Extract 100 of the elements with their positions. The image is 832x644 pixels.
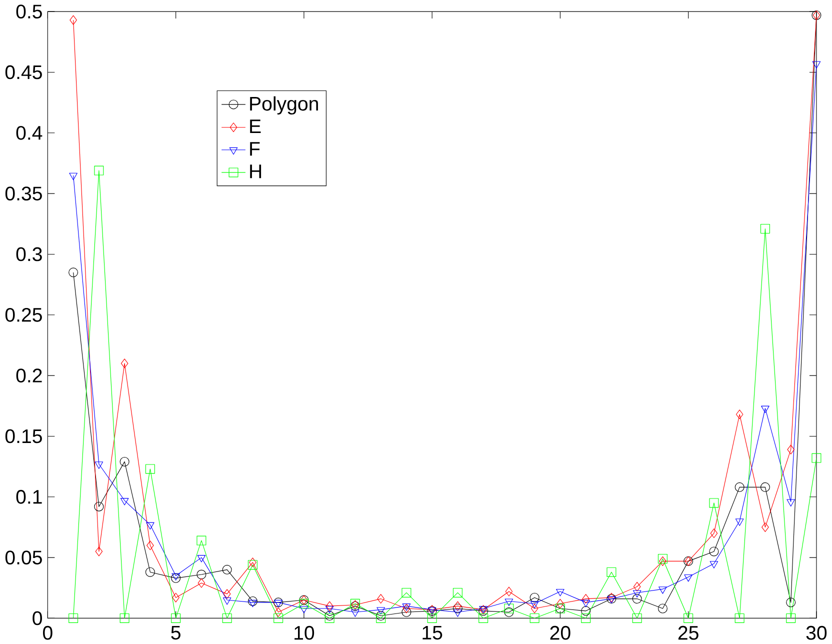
point [145,464,155,474]
point [402,607,412,617]
point [172,573,180,580]
point [812,453,822,463]
point [69,172,78,180]
point [632,613,642,623]
point [454,601,462,611]
point [274,613,284,623]
point [325,606,334,614]
point [632,594,642,604]
point [762,522,769,532]
point [376,610,386,620]
point [223,588,231,598]
point [504,604,514,614]
y-tick-label: 0.2 [16,368,42,382]
point [94,502,104,512]
point [402,603,411,611]
point [145,567,155,577]
point [274,600,282,607]
point [196,570,206,580]
point [326,601,334,611]
point [402,604,410,614]
y-tick-label: 0.5 [16,4,42,18]
x-tick-label: 10 [294,626,314,640]
y-tick-label: 0.3 [16,247,42,261]
point [324,613,334,623]
point [607,596,616,604]
y-tick-label: 0 [32,611,42,625]
point [709,498,719,508]
point [274,597,284,607]
y-tick-label: 0.35 [5,186,42,200]
x-tick-label: 30 [806,626,827,640]
point [376,613,386,623]
point [274,607,282,617]
point [606,567,616,577]
point [505,586,513,596]
point [248,560,258,570]
point [504,598,514,606]
point [171,613,181,623]
point [632,590,642,598]
point [300,606,308,614]
point [736,409,744,419]
point [402,588,412,598]
point [70,15,77,25]
point [658,554,668,564]
point [658,586,667,594]
point [351,609,360,617]
point [582,594,590,604]
legend-label: H [250,164,262,178]
y-tick-label: 0.25 [5,308,42,322]
point [581,606,591,616]
point [581,613,591,623]
point [94,461,104,469]
point [530,604,538,614]
point [95,546,103,556]
y-tick-label: 0.05 [5,550,42,564]
y-tick-label: 0.15 [5,429,42,443]
point [222,564,232,574]
point [146,540,154,550]
point [427,613,437,623]
point [94,166,104,176]
point [786,613,796,623]
point [478,613,488,623]
point [376,606,385,614]
y-tick-label: 0.1 [16,490,42,504]
legend-label: Polygon [250,96,318,114]
point [812,61,821,68]
point [787,444,794,454]
point [196,536,206,546]
x-tick-label: 15 [422,626,442,640]
point [222,597,232,605]
x-tick-label: 0 [43,626,52,640]
point [452,604,462,614]
point [68,267,78,277]
point [197,554,206,562]
point [786,498,795,506]
point [786,597,796,607]
point [633,582,641,592]
point [68,613,78,623]
point [710,560,718,568]
y-tick-label: 0.45 [5,65,42,79]
point [556,598,564,608]
x-tick-label: 20 [550,626,570,640]
point [198,578,206,588]
point [248,600,257,607]
point [709,546,719,556]
point [249,557,256,567]
point [684,613,694,623]
point [172,592,180,602]
point [684,574,692,582]
point [120,456,130,466]
point [734,613,744,623]
point [735,518,744,526]
point [710,528,718,538]
point [530,613,540,623]
point [454,609,462,617]
legend-label: E [250,119,261,133]
point [248,596,258,606]
point [556,588,564,596]
point [760,224,770,234]
